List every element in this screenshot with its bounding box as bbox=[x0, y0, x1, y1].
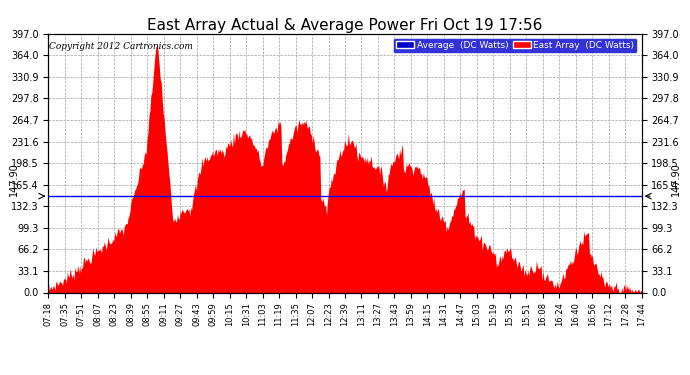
Text: 147.90: 147.90 bbox=[671, 162, 680, 196]
Title: East Array Actual & Average Power Fri Oct 19 17:56: East Array Actual & Average Power Fri Oc… bbox=[147, 18, 543, 33]
Legend: Average  (DC Watts), East Array  (DC Watts): Average (DC Watts), East Array (DC Watts… bbox=[393, 38, 637, 53]
Text: Copyright 2012 Cartronics.com: Copyright 2012 Cartronics.com bbox=[50, 42, 193, 51]
Text: 147.90: 147.90 bbox=[10, 162, 19, 196]
